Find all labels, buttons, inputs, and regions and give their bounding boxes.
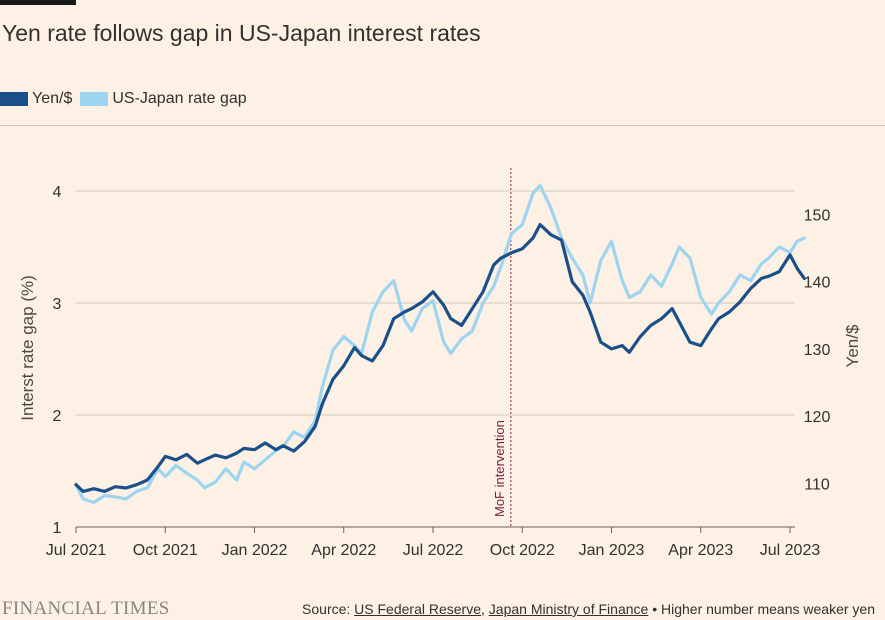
legend-item-rate-gap: US-Japan rate gap: [80, 90, 247, 108]
y-axis-left-title: Interst rate gap (%): [18, 275, 37, 421]
legend-label-yen: Yen/$: [32, 90, 73, 107]
x-tick-label: Apr 2023: [668, 542, 733, 559]
x-tick-label: Jan 2023: [579, 542, 645, 559]
x-tick-label: Jul 2022: [403, 542, 464, 559]
y-right-tick-label: 150: [804, 208, 831, 225]
y-axis-right-title: Yen/$: [843, 324, 862, 367]
series-line-yen: [74, 223, 806, 493]
y-left-tick-label: 1: [53, 520, 62, 537]
x-tick-label: Jul 2023: [760, 542, 821, 559]
legend-label-rate-gap: US-Japan rate gap: [112, 90, 247, 107]
x-axis: Jul 2021 Oct 2021 Jan 2022 Apr 2022 Jul 2022…: [46, 527, 821, 559]
x-tick-label: Apr 2022: [311, 542, 376, 559]
source-link-mof[interactable]: Japan Ministry of Finance: [488, 601, 649, 617]
x-tick-label: Oct 2022: [490, 542, 555, 559]
source-separator: ,: [481, 601, 489, 617]
ft-top-bar: [0, 0, 76, 5]
chart-legend: Yen/$ US-Japan rate gap: [0, 90, 255, 108]
x-tick-label: Oct 2021: [133, 542, 198, 559]
legend-swatch-rate-gap: [80, 92, 109, 106]
legend-item-yen: Yen/$: [0, 90, 72, 108]
gridlines: [76, 190, 795, 528]
mof-intervention-label: MoF intervention: [492, 420, 507, 517]
source-prefix: Source:: [302, 601, 355, 617]
legend-divider: [0, 125, 885, 126]
left-axis: 1 2 3 4: [53, 184, 62, 537]
mof-annotation: MoF intervention: [492, 168, 512, 527]
y-right-tick-label: 110: [804, 476, 830, 493]
x-tick-label: Jul 2021: [46, 542, 107, 559]
line-chart: 1 2 3 4 110 120 130 140 150 Jul 2021 Oct 2021 Jan…: [18, 168, 862, 559]
y-right-tick-label: 140: [804, 275, 831, 292]
y-left-tick-label: 3: [53, 296, 62, 313]
ft-logo: FINANCIAL TIMES: [2, 598, 170, 619]
source-link-fed[interactable]: US Federal Reserve: [354, 601, 481, 617]
y-left-tick-label: 2: [53, 408, 62, 425]
source-footnote: • Higher number means weaker yen: [648, 601, 875, 617]
y-left-tick-label: 4: [53, 184, 62, 201]
y-right-tick-label: 120: [804, 409, 831, 426]
x-tick-label: Jan 2022: [222, 542, 288, 559]
y-right-tick-label: 130: [804, 342, 831, 359]
legend-swatch-yen: [0, 92, 28, 106]
source-note: Source: US Federal Reserve, Japan Minist…: [302, 601, 875, 617]
series-line-rate-gap: [74, 183, 806, 504]
series-lines: [74, 183, 806, 504]
chart-title: Yen rate follows gap in US-Japan interes…: [2, 20, 481, 46]
right-axis: 110 120 130 140 150: [804, 208, 831, 494]
